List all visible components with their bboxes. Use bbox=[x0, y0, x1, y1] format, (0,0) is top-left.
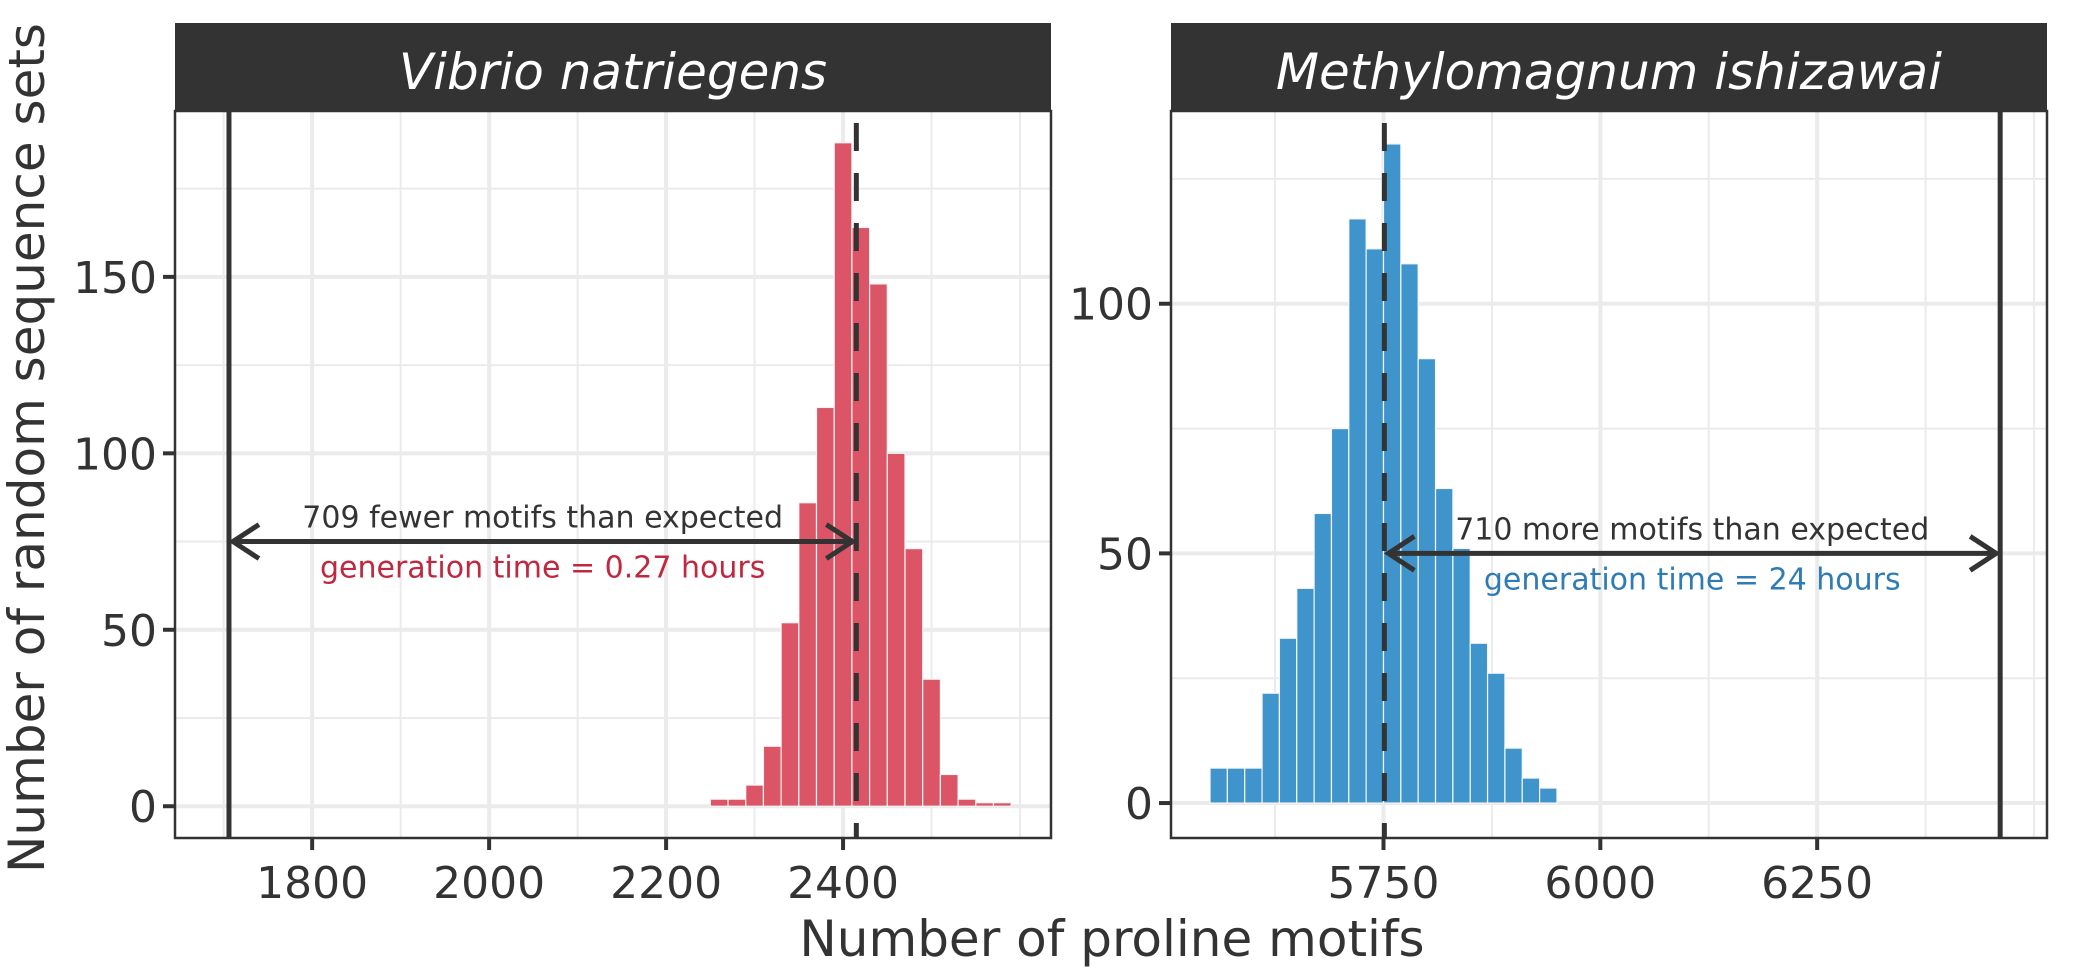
annotation-subtext: generation time = 0.27 hours bbox=[320, 551, 765, 586]
y-tick-label: 50 bbox=[1097, 529, 1153, 580]
y-tick-label: 0 bbox=[129, 782, 157, 833]
x-tick-label: 2200 bbox=[610, 858, 722, 909]
histogram-bar bbox=[1486, 672, 1506, 804]
y-axis-title: Number of random sequence sets bbox=[0, 23, 56, 873]
histogram-bar bbox=[709, 798, 729, 807]
arrowhead-left-icon bbox=[228, 522, 261, 561]
panel-methylomagnum-ishizawai: Methylomagnum ishizawai 710 more motifs … bbox=[1069, 23, 2049, 909]
histogram-bar bbox=[886, 452, 906, 807]
histogram-bar bbox=[1261, 692, 1281, 804]
x-tick-label: 1800 bbox=[256, 858, 368, 909]
histogram-bar bbox=[1400, 263, 1419, 804]
histogram-bar bbox=[798, 502, 818, 807]
histogram-bar bbox=[869, 283, 888, 807]
histogram-bar bbox=[957, 798, 977, 807]
x-tick-label: 2000 bbox=[433, 858, 545, 909]
y-tick-label: 100 bbox=[73, 429, 157, 480]
arrowhead-left-icon bbox=[1383, 534, 1416, 573]
histogram-bar bbox=[815, 406, 835, 807]
histogram-bar bbox=[1521, 777, 1541, 804]
histogram-bar bbox=[1452, 547, 1471, 804]
panel-border bbox=[173, 109, 1053, 840]
y-tick-label: 0 bbox=[1125, 779, 1153, 830]
histogram-bar bbox=[727, 798, 747, 807]
histogram-bar bbox=[975, 802, 995, 807]
histogram-bar bbox=[1469, 642, 1489, 804]
y-tick-label: 50 bbox=[101, 606, 157, 657]
strip-header bbox=[175, 23, 1051, 111]
histogram-bar bbox=[939, 773, 959, 807]
strip-header bbox=[1171, 23, 2047, 111]
histogram-bar bbox=[833, 142, 853, 807]
histogram-bar bbox=[922, 678, 941, 807]
x-tick-label: 6250 bbox=[1761, 858, 1873, 909]
x-axis-title: Number of proline motifs bbox=[799, 910, 1424, 968]
histogram-bar bbox=[1226, 767, 1246, 804]
histogram-bar bbox=[1296, 587, 1315, 804]
histogram-bar bbox=[1417, 358, 1437, 804]
arrowhead-right-icon bbox=[824, 522, 857, 561]
histogram-bar bbox=[1539, 787, 1558, 804]
histogram-bar bbox=[1244, 767, 1263, 804]
histogram-bar bbox=[992, 802, 1012, 807]
panel-title: Vibrio natriegens bbox=[399, 43, 827, 101]
histogram-bar bbox=[904, 548, 924, 807]
histogram-bar bbox=[1209, 767, 1228, 804]
annotation-text: 709 fewer motifs than expected bbox=[302, 501, 783, 536]
histogram-bar bbox=[1348, 218, 1367, 804]
annotation-text: 710 more motifs than expected bbox=[1455, 512, 1929, 547]
histogram-bar bbox=[1313, 512, 1333, 804]
histogram-bar bbox=[1504, 747, 1523, 804]
y-tick-label: 100 bbox=[1069, 280, 1153, 331]
histogram-bar bbox=[1278, 637, 1298, 804]
arrowhead-right-icon bbox=[1968, 534, 2001, 573]
histogram-bar bbox=[1365, 248, 1385, 804]
y-tick-label: 150 bbox=[73, 253, 157, 304]
panel-title: Methylomagnum ishizawai bbox=[1276, 43, 1942, 101]
annotation-subtext: generation time = 24 hours bbox=[1484, 562, 1901, 597]
histogram-bar bbox=[762, 745, 782, 807]
x-tick-label: 2400 bbox=[787, 858, 899, 909]
histogram-bar bbox=[1330, 427, 1350, 804]
panel-border bbox=[1169, 109, 2049, 840]
histogram-bar bbox=[745, 784, 765, 807]
histogram-bar bbox=[1434, 487, 1454, 804]
histogram-bar bbox=[851, 226, 871, 807]
x-tick-label: 6000 bbox=[1544, 858, 1656, 909]
histogram-bar bbox=[780, 622, 800, 807]
x-tick-label: 5750 bbox=[1328, 858, 1440, 909]
panel-vibrio-natriegens: Vibrio natriegens 709 fewer motifs than … bbox=[73, 23, 1053, 909]
